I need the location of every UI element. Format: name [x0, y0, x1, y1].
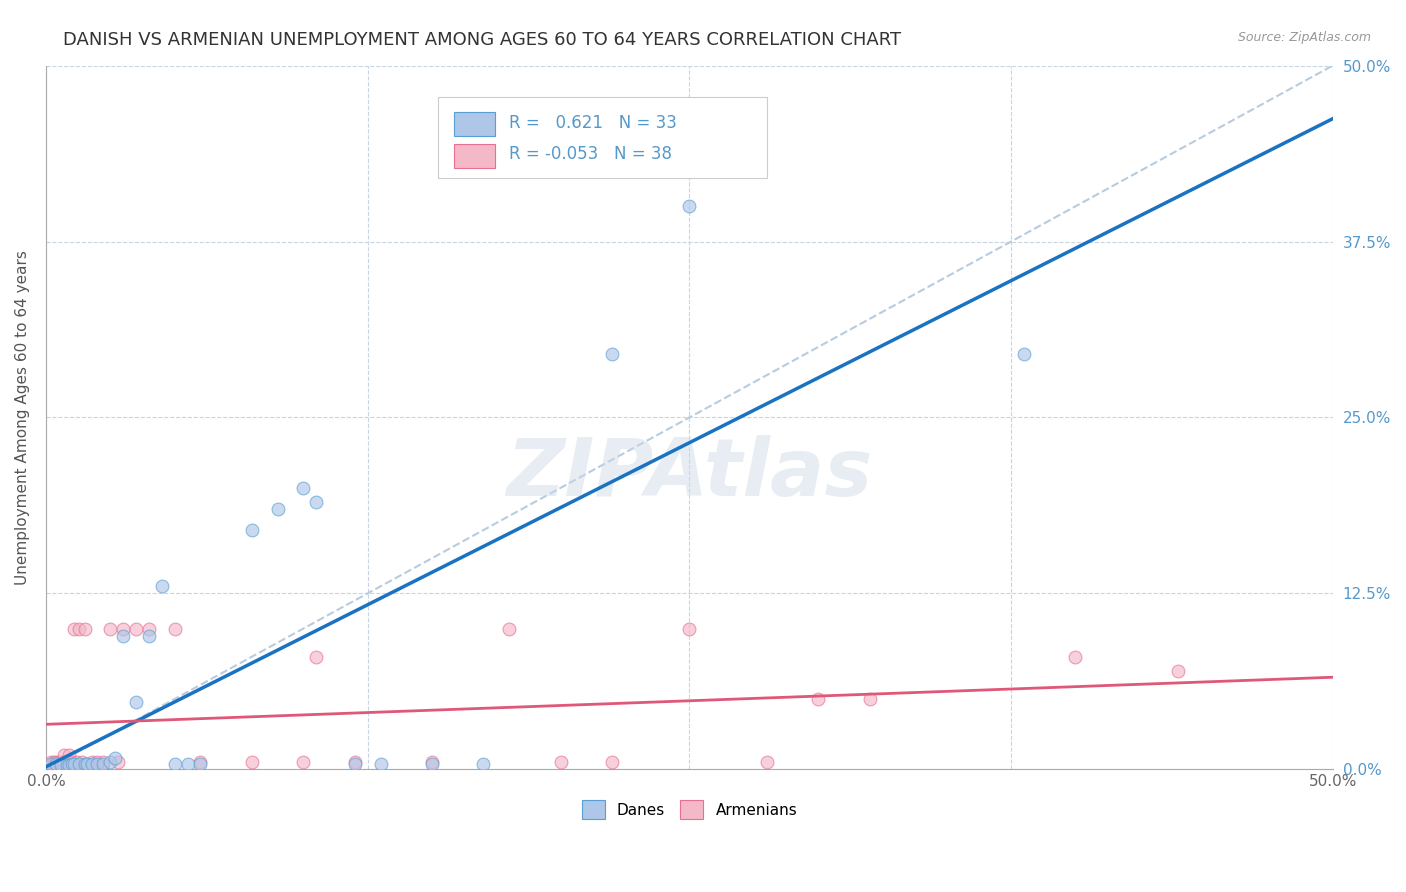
Point [163, 622, 186, 636]
Y-axis label: Unemployment Among Ages 60 to 64 years: Unemployment Among Ages 60 to 64 years [15, 250, 30, 585]
Point [343, 756, 366, 770]
Point [292, 756, 315, 770]
Point [107, 756, 129, 770]
Point [86, 756, 108, 770]
Text: ZIPAtlas: ZIPAtlas [506, 434, 873, 513]
Point [343, 756, 366, 771]
Point [755, 756, 778, 770]
Point [91, 756, 114, 770]
Legend: Danes, Armenians: Danes, Armenians [575, 794, 803, 825]
Point [163, 756, 186, 771]
Point [1064, 649, 1087, 664]
Point [73, 622, 96, 636]
Point [112, 629, 135, 643]
Point [67, 622, 90, 636]
Point [42, 756, 65, 770]
Point [305, 649, 328, 664]
Point [53, 748, 76, 763]
Point [125, 622, 148, 636]
Point [58, 758, 80, 772]
Text: R = -0.053   N = 38: R = -0.053 N = 38 [509, 145, 672, 163]
Point [150, 579, 173, 593]
Point [76, 756, 98, 771]
FancyBboxPatch shape [454, 144, 495, 168]
Point [550, 756, 572, 770]
Point [73, 756, 96, 771]
Point [51, 758, 73, 772]
Point [45, 756, 67, 771]
Point [45, 756, 67, 770]
Point [305, 495, 328, 509]
Point [266, 502, 288, 516]
Point [39, 756, 62, 771]
Point [60, 756, 83, 771]
Point [138, 622, 160, 636]
Point [48, 756, 70, 770]
Point [66, 756, 89, 770]
Point [1167, 664, 1189, 678]
Point [82, 756, 104, 770]
Point [58, 748, 80, 763]
Point [190, 756, 212, 771]
Point [600, 347, 623, 361]
Point [807, 692, 830, 706]
Point [678, 622, 700, 636]
Point [190, 756, 212, 770]
Point [86, 756, 108, 771]
Point [678, 199, 700, 213]
Point [240, 756, 263, 770]
Point [104, 751, 127, 765]
Point [98, 622, 121, 636]
Point [98, 756, 121, 770]
Point [858, 692, 880, 706]
Point [125, 695, 148, 709]
Point [60, 756, 83, 770]
Point [240, 523, 263, 537]
Point [55, 756, 77, 770]
Text: DANISH VS ARMENIAN UNEMPLOYMENT AMONG AGES 60 TO 64 YEARS CORRELATION CHART: DANISH VS ARMENIAN UNEMPLOYMENT AMONG AG… [63, 31, 901, 49]
Point [138, 629, 160, 643]
Point [91, 756, 114, 771]
Point [600, 756, 623, 770]
Point [498, 622, 520, 636]
FancyBboxPatch shape [439, 97, 766, 178]
Point [176, 756, 198, 771]
Text: Source: ZipAtlas.com: Source: ZipAtlas.com [1237, 31, 1371, 45]
Point [82, 756, 104, 771]
Point [63, 622, 86, 636]
Point [420, 756, 443, 771]
Point [51, 756, 73, 770]
Point [420, 756, 443, 770]
Point [55, 758, 77, 772]
Point [292, 481, 315, 495]
Point [70, 756, 93, 770]
Point [1012, 347, 1035, 361]
Point [39, 756, 62, 770]
Point [112, 622, 135, 636]
Point [472, 756, 495, 771]
FancyBboxPatch shape [454, 112, 495, 136]
Point [370, 756, 392, 771]
Point [63, 756, 86, 771]
Text: R =   0.621   N = 33: R = 0.621 N = 33 [509, 113, 678, 132]
Point [67, 756, 90, 771]
